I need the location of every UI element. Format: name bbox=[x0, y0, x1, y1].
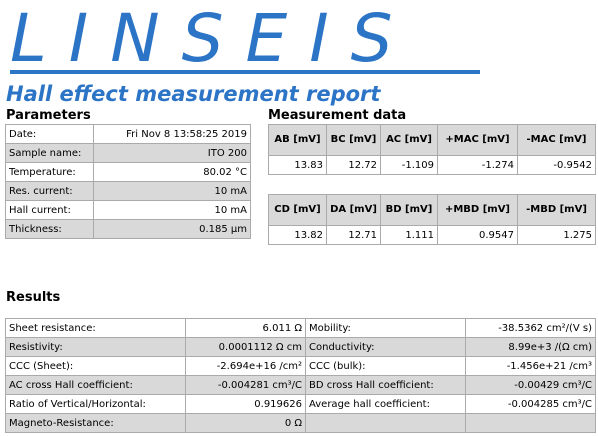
measured-value: -1.274 bbox=[437, 155, 518, 175]
measurement-table: AB [mV] BC [mV] AC [mV] +MAC [mV] -MAC [mV] 1… bbox=[268, 124, 596, 175]
parameter-label: Sample name: bbox=[5, 143, 94, 163]
result-label: Ratio of Vertical/Horizontal: bbox=[5, 394, 186, 414]
measured-value: 13.82 bbox=[268, 225, 327, 245]
value-row: 13.83 12.72 -1.109 -1.274 -0.9542 bbox=[268, 155, 596, 175]
result-value: -0.004285 cm³/C bbox=[465, 394, 596, 414]
measured-value: 12.72 bbox=[326, 155, 381, 175]
parameter-row: Hall current: 10 mA bbox=[5, 200, 251, 220]
column-header: BC [mV] bbox=[326, 124, 381, 156]
result-label: CCC (Sheet): bbox=[5, 356, 186, 376]
parameter-label: Thickness: bbox=[5, 219, 94, 239]
logo-bar bbox=[10, 70, 480, 74]
result-label: CCC (bulk): bbox=[305, 356, 466, 376]
result-value: 0 Ω bbox=[185, 413, 306, 433]
parameter-label: Temperature: bbox=[5, 162, 94, 182]
result-value: -0.00429 cm³/C bbox=[465, 375, 596, 395]
parameter-value: ITO 200 bbox=[93, 143, 251, 163]
column-header: +MAC [mV] bbox=[437, 124, 518, 156]
measured-value: 0.9547 bbox=[437, 225, 518, 245]
column-header: AB [mV] bbox=[268, 124, 327, 156]
column-header: -MBD [mV] bbox=[517, 194, 596, 226]
column-header: DA [mV] bbox=[326, 194, 381, 226]
result-row: Sheet resistance: 6.011 Ω Mobility: -38.536… bbox=[5, 318, 596, 338]
column-header: AC [mV] bbox=[380, 124, 438, 156]
column-header: CD [mV] bbox=[268, 194, 327, 226]
section-heading: Measurement data bbox=[268, 108, 407, 123]
parameter-row: Temperature: 80.02 °C bbox=[5, 162, 251, 182]
parameter-label: Res. current: bbox=[5, 181, 94, 201]
result-value: -1.456e+21 /cm³ bbox=[465, 356, 596, 376]
result-row: Ratio of Vertical/Horizontal: 0.919626 Ave… bbox=[5, 394, 596, 414]
measured-value: -1.109 bbox=[380, 155, 438, 175]
section-heading: Parameters bbox=[6, 108, 91, 123]
table-body: CD [mV] DA [mV] BD [mV] +MBD [mV] -MBD [mV] 1… bbox=[268, 194, 596, 245]
result-label: Average hall coefficient: bbox=[305, 394, 466, 414]
result-value: -2.694e+16 /cm² bbox=[185, 356, 306, 376]
result-label: BD cross Hall coefficient: bbox=[305, 375, 466, 395]
result-row: Magneto-Resistance: 0 Ω bbox=[5, 413, 596, 433]
parameter-row: Sample name: ITO 200 bbox=[5, 143, 251, 163]
measurement-table: CD [mV] DA [mV] BD [mV] +MBD [mV] -MBD [mV] 1… bbox=[268, 194, 596, 245]
parameter-value: Fri Nov 8 13:58:25 2019 bbox=[93, 124, 251, 144]
parameter-row: Res. current: 10 mA bbox=[5, 181, 251, 201]
parameters-table: Date: Fri Nov 8 13:58:25 2019 Sample name:… bbox=[5, 124, 251, 239]
result-label: Magneto-Resistance: bbox=[5, 413, 186, 433]
parameter-value: 10 mA bbox=[93, 200, 251, 220]
header-row: AB [mV] BC [mV] AC [mV] +MAC [mV] -MAC [mV] bbox=[268, 124, 596, 156]
column-header: BD [mV] bbox=[380, 194, 438, 226]
table-body: Date: Fri Nov 8 13:58:25 2019 Sample name:… bbox=[5, 124, 251, 239]
table-body: AB [mV] BC [mV] AC [mV] +MAC [mV] -MAC [mV] 1… bbox=[268, 124, 596, 175]
parameter-value: 10 mA bbox=[93, 181, 251, 201]
header-row: CD [mV] DA [mV] BD [mV] +MBD [mV] -MBD [mV] bbox=[268, 194, 596, 226]
result-label: Mobility: bbox=[305, 318, 466, 338]
result-row: AC cross Hall coefficient: -0.004281 cm³/… bbox=[5, 375, 596, 395]
parameter-value: 80.02 °C bbox=[93, 162, 251, 182]
parameter-row: Thickness: 0.185 µm bbox=[5, 219, 251, 239]
result-value: 6.011 Ω bbox=[185, 318, 306, 338]
result-label: Resistivity: bbox=[5, 337, 186, 357]
result-value: 0.0001112 Ω cm bbox=[185, 337, 306, 357]
column-header: +MBD [mV] bbox=[437, 194, 518, 226]
report-title: Hall effect measurement report bbox=[6, 82, 381, 106]
empty-cell bbox=[465, 413, 596, 433]
result-value: 0.919626 bbox=[185, 394, 306, 414]
column-header: -MAC [mV] bbox=[517, 124, 596, 156]
section-heading: Results bbox=[6, 290, 61, 305]
parameter-label: Date: bbox=[5, 124, 94, 144]
result-value: -38.5362 cm²/(V s) bbox=[465, 318, 596, 338]
measured-value: 13.83 bbox=[268, 155, 327, 175]
measured-value: -0.9542 bbox=[517, 155, 596, 175]
logo: LINSEIS bbox=[10, 0, 415, 77]
parameter-row: Date: Fri Nov 8 13:58:25 2019 bbox=[5, 124, 251, 144]
result-value: -0.004281 cm³/C bbox=[185, 375, 306, 395]
result-label: Conductivity: bbox=[305, 337, 466, 357]
result-value: 8.99e+3 /(Ω cm) bbox=[465, 337, 596, 357]
result-row: Resistivity: 0.0001112 Ω cm Conductivity: 8… bbox=[5, 337, 596, 357]
value-row: 13.82 12.71 1.111 0.9547 1.275 bbox=[268, 225, 596, 245]
results-table: Sheet resistance: 6.011 Ω Mobility: -38.536… bbox=[5, 318, 596, 433]
measured-value: 12.71 bbox=[326, 225, 381, 245]
empty-cell bbox=[305, 413, 466, 433]
measured-value: 1.111 bbox=[380, 225, 438, 245]
measured-value: 1.275 bbox=[517, 225, 596, 245]
result-label: Sheet resistance: bbox=[5, 318, 186, 338]
table-body: Sheet resistance: 6.011 Ω Mobility: -38.536… bbox=[5, 318, 596, 433]
parameter-value: 0.185 µm bbox=[93, 219, 251, 239]
parameter-label: Hall current: bbox=[5, 200, 94, 220]
result-row: CCC (Sheet): -2.694e+16 /cm² CCC (bulk): -1… bbox=[5, 356, 596, 376]
result-label: AC cross Hall coefficient: bbox=[5, 375, 186, 395]
